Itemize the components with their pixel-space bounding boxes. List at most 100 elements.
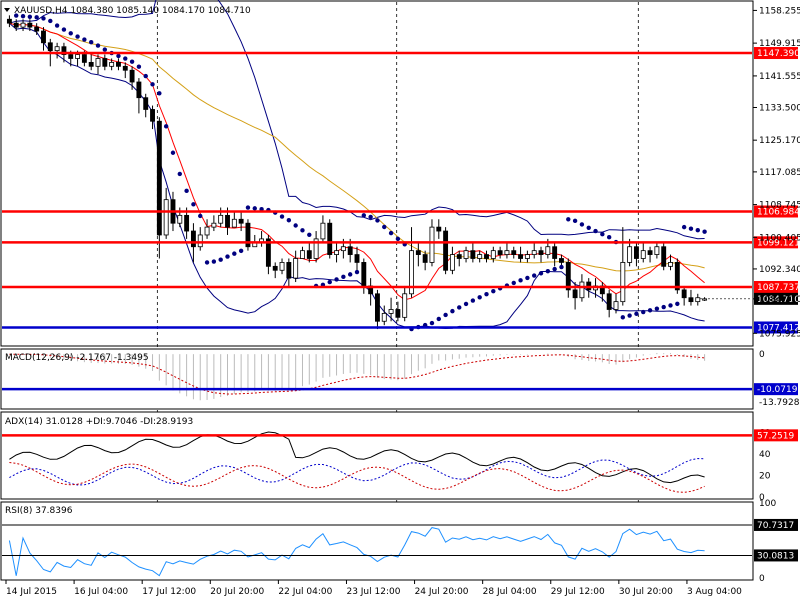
candle-body <box>415 250 421 255</box>
candle-body <box>668 262 673 267</box>
candle <box>695 293 701 306</box>
candle-body <box>620 262 626 303</box>
candle-body <box>674 262 680 291</box>
sar-dot <box>477 295 482 300</box>
sar-dot <box>184 188 189 194</box>
candle <box>565 258 571 298</box>
candle <box>102 54 108 71</box>
time-tick-label: 29 Jul 12:00 <box>551 587 605 597</box>
menu-triangle-icon[interactable] <box>4 8 10 12</box>
candle <box>272 262 278 279</box>
candle <box>163 187 169 239</box>
time-tick-label: 3 Aug 04:00 <box>687 587 742 597</box>
candle-body <box>109 61 115 67</box>
candle-body <box>511 250 517 255</box>
time-tick-label: 17 Jul 12:00 <box>142 587 196 597</box>
rsi-level-tag: 70.7317 <box>757 521 794 531</box>
candle <box>381 305 387 326</box>
level-tag-red-bg <box>754 280 798 293</box>
candle <box>456 250 462 267</box>
sar-dot <box>232 251 237 256</box>
candle-body <box>231 218 237 228</box>
sar-dot <box>675 301 680 307</box>
candle-body <box>95 58 101 67</box>
price-tick-label: 1084.710 <box>759 295 800 305</box>
macd-signal-line <box>9 353 705 395</box>
candle-body <box>306 250 312 259</box>
sar-dot <box>102 47 108 52</box>
slow-ma-line <box>9 22 705 272</box>
candle <box>674 258 680 294</box>
sar-dot <box>518 278 523 283</box>
candle-body <box>88 61 94 67</box>
candle-body <box>177 214 183 224</box>
candle <box>143 93 149 118</box>
adx-tick-label: 20 <box>759 471 771 481</box>
candle <box>54 42 60 59</box>
rsi-pane[interactable] <box>0 501 754 581</box>
level-tag-red: 1087.737 <box>757 283 800 293</box>
adx-pane[interactable] <box>0 411 754 500</box>
sar-dot <box>586 225 591 230</box>
rsi-level-tag: 30.0813 <box>757 551 794 561</box>
macd-title: MACD(12,26,9) -2.1767 -1.3495 <box>5 353 149 363</box>
sar-dot <box>163 124 169 129</box>
sar-dot <box>225 254 230 259</box>
sar-dot <box>443 312 448 318</box>
candle-body <box>279 262 285 271</box>
price-tick-label: 1158.255 <box>759 6 800 16</box>
candle-body <box>504 250 510 255</box>
sar-dot <box>593 228 598 234</box>
candle <box>640 242 646 263</box>
adx-level-tag: 57.2519 <box>757 431 794 441</box>
adx-title: ADX(14) 31.0128 +DI:9.7046 -DI:28.9193 <box>5 417 193 427</box>
sar-dot <box>368 214 373 220</box>
chart-title: XAUUSD,H4 1084.380 1085.140 1084.170 108… <box>4 6 251 16</box>
time-tick-label: 30 Jul 20:00 <box>619 587 673 597</box>
rsi-title: RSI(8) 37.8396 <box>5 506 73 516</box>
candle-body <box>531 250 537 255</box>
sar-dot <box>41 16 46 21</box>
sar-dot <box>484 291 489 297</box>
candle-body <box>579 281 585 299</box>
macd-tick-label: -13.7928 <box>759 398 800 408</box>
time-axis: 14 Jul 2015 16 Jul 04:00 17 Jul 12:00 20 Ju… <box>5 580 742 597</box>
rsi-tick-label: 100 <box>759 499 776 509</box>
sar-dot <box>525 275 530 281</box>
candle-body <box>613 301 619 310</box>
candle-body <box>81 54 87 63</box>
level-tag-blue: 1077.412 <box>757 323 800 333</box>
level-tag-red: 1147.390 <box>757 49 800 59</box>
candle <box>443 227 449 275</box>
candle <box>306 242 312 263</box>
sar-dot <box>211 259 217 264</box>
sar-dot <box>347 272 353 277</box>
candle <box>238 211 244 232</box>
candle-body <box>627 246 633 263</box>
sar-dot <box>204 260 210 265</box>
candle-body <box>661 246 667 267</box>
candle-body <box>27 22 33 28</box>
candle <box>211 215 217 232</box>
sar-dot <box>116 53 121 59</box>
candle-body <box>477 254 483 259</box>
price-tick-label: 1141.555 <box>759 72 800 82</box>
time-tick-label: 20 Jul 20:00 <box>210 587 264 597</box>
candle-body <box>293 258 299 279</box>
candle-body <box>13 22 19 28</box>
candle <box>150 105 155 130</box>
sar-dot <box>702 229 707 234</box>
candle-body <box>225 214 230 228</box>
candle <box>300 246 305 259</box>
candle-body <box>654 246 660 255</box>
sar-dot <box>532 273 537 278</box>
candle-body <box>204 226 210 236</box>
candle <box>524 250 530 263</box>
candle <box>13 19 19 32</box>
sar-dot <box>307 232 312 237</box>
sar-dot <box>566 217 571 222</box>
candle <box>531 242 537 259</box>
candle-body <box>409 250 414 295</box>
candle-body <box>129 69 135 83</box>
